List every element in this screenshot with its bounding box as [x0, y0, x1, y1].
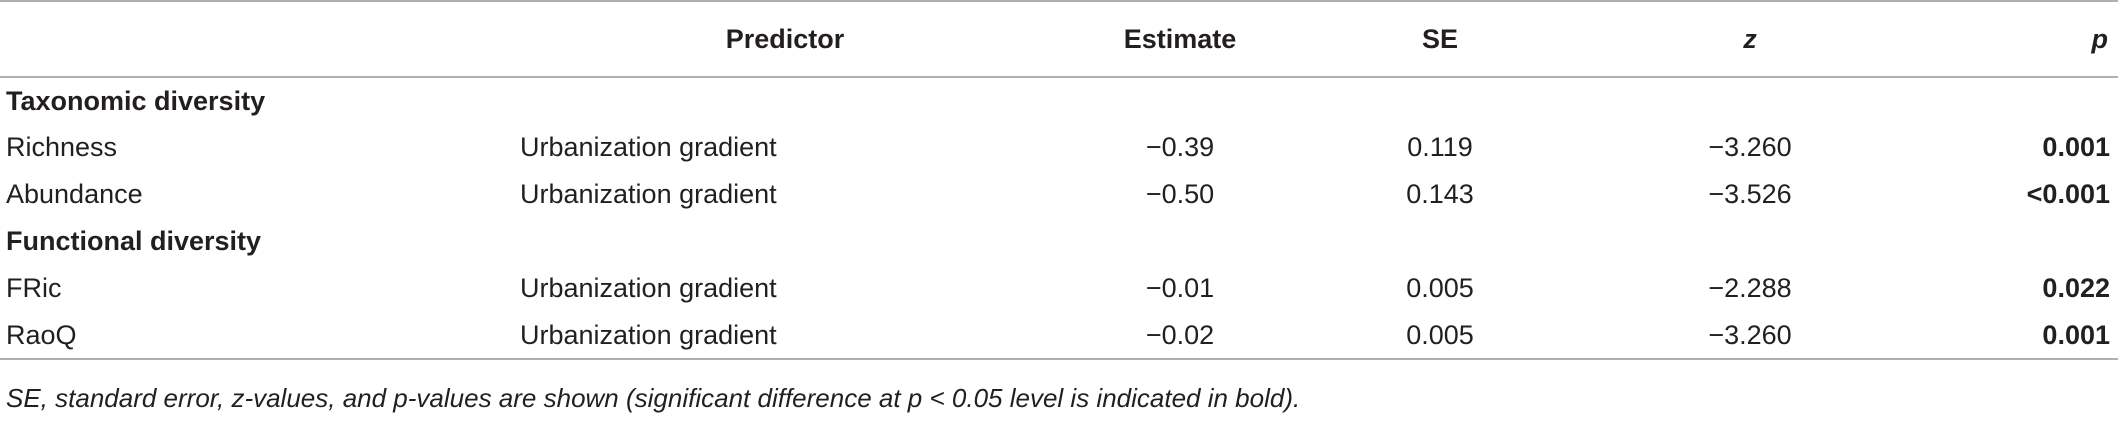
row-predictor: Urbanization gradient — [520, 273, 777, 303]
table-row: FRic Urbanization gradient −0.01 0.005 −… — [0, 265, 2118, 312]
row-estimate: −0.39 — [1145, 132, 1215, 162]
row-p: 0.022 — [2042, 273, 2110, 303]
table-row: Richness Urbanization gradient −0.39 0.1… — [0, 124, 2118, 171]
group-row-taxonomic: Taxonomic diversity — [0, 77, 2118, 124]
row-predictor: Urbanization gradient — [520, 132, 777, 162]
row-label: FRic — [6, 273, 62, 303]
row-label: Richness — [6, 132, 118, 162]
table-body: Taxonomic diversity Richness Urbanizatio… — [0, 77, 2118, 360]
header-p: p — [1930, 0, 2118, 78]
row-p: 0.001 — [1930, 312, 2118, 360]
header-z: z — [1570, 0, 1930, 78]
header-label — [0, 0, 520, 78]
row-estimate: −0.01 — [1145, 273, 1215, 303]
table-row: Abundance Urbanization gradient −0.50 0.… — [0, 171, 2118, 218]
table-row: RaoQ Urbanization gradient −0.02 0.005 −… — [0, 312, 2118, 360]
row-predictor: Urbanization gradient — [520, 312, 1050, 360]
group-title: Functional diversity — [6, 226, 262, 256]
row-predictor: Urbanization gradient — [520, 179, 777, 209]
table-header: Predictor Estimate SE z p — [0, 0, 2118, 78]
header-row: Predictor Estimate SE z p — [0, 0, 2118, 78]
header-se: SE — [1310, 0, 1570, 78]
group-row-functional: Functional diversity — [0, 218, 2118, 265]
row-z: −3.260 — [1570, 312, 1930, 360]
table-footnote: SE, standard error, z-values, and p-valu… — [6, 383, 1301, 413]
results-table-container: Predictor Estimate SE z p Taxonomic dive… — [0, 0, 2118, 360]
row-label: RaoQ — [0, 312, 520, 360]
row-label: Abundance — [6, 179, 143, 209]
row-se: 0.143 — [1406, 179, 1474, 209]
row-z: −3.526 — [1708, 179, 1792, 209]
row-z: −2.288 — [1708, 273, 1792, 303]
header-estimate: Estimate — [1050, 0, 1310, 78]
header-predictor: Predictor — [520, 0, 1050, 78]
row-se: 0.005 — [1310, 312, 1570, 360]
row-estimate: −0.50 — [1145, 179, 1215, 209]
group-title: Taxonomic diversity — [6, 85, 266, 116]
row-p: 0.001 — [2042, 132, 2110, 162]
row-z: −3.260 — [1708, 132, 1792, 162]
row-se: 0.119 — [1407, 132, 1473, 162]
row-se: 0.005 — [1406, 273, 1474, 303]
results-table: Predictor Estimate SE z p Taxonomic dive… — [0, 0, 2118, 360]
row-p: <0.001 — [2026, 179, 2110, 209]
row-estimate: −0.02 — [1050, 312, 1310, 360]
